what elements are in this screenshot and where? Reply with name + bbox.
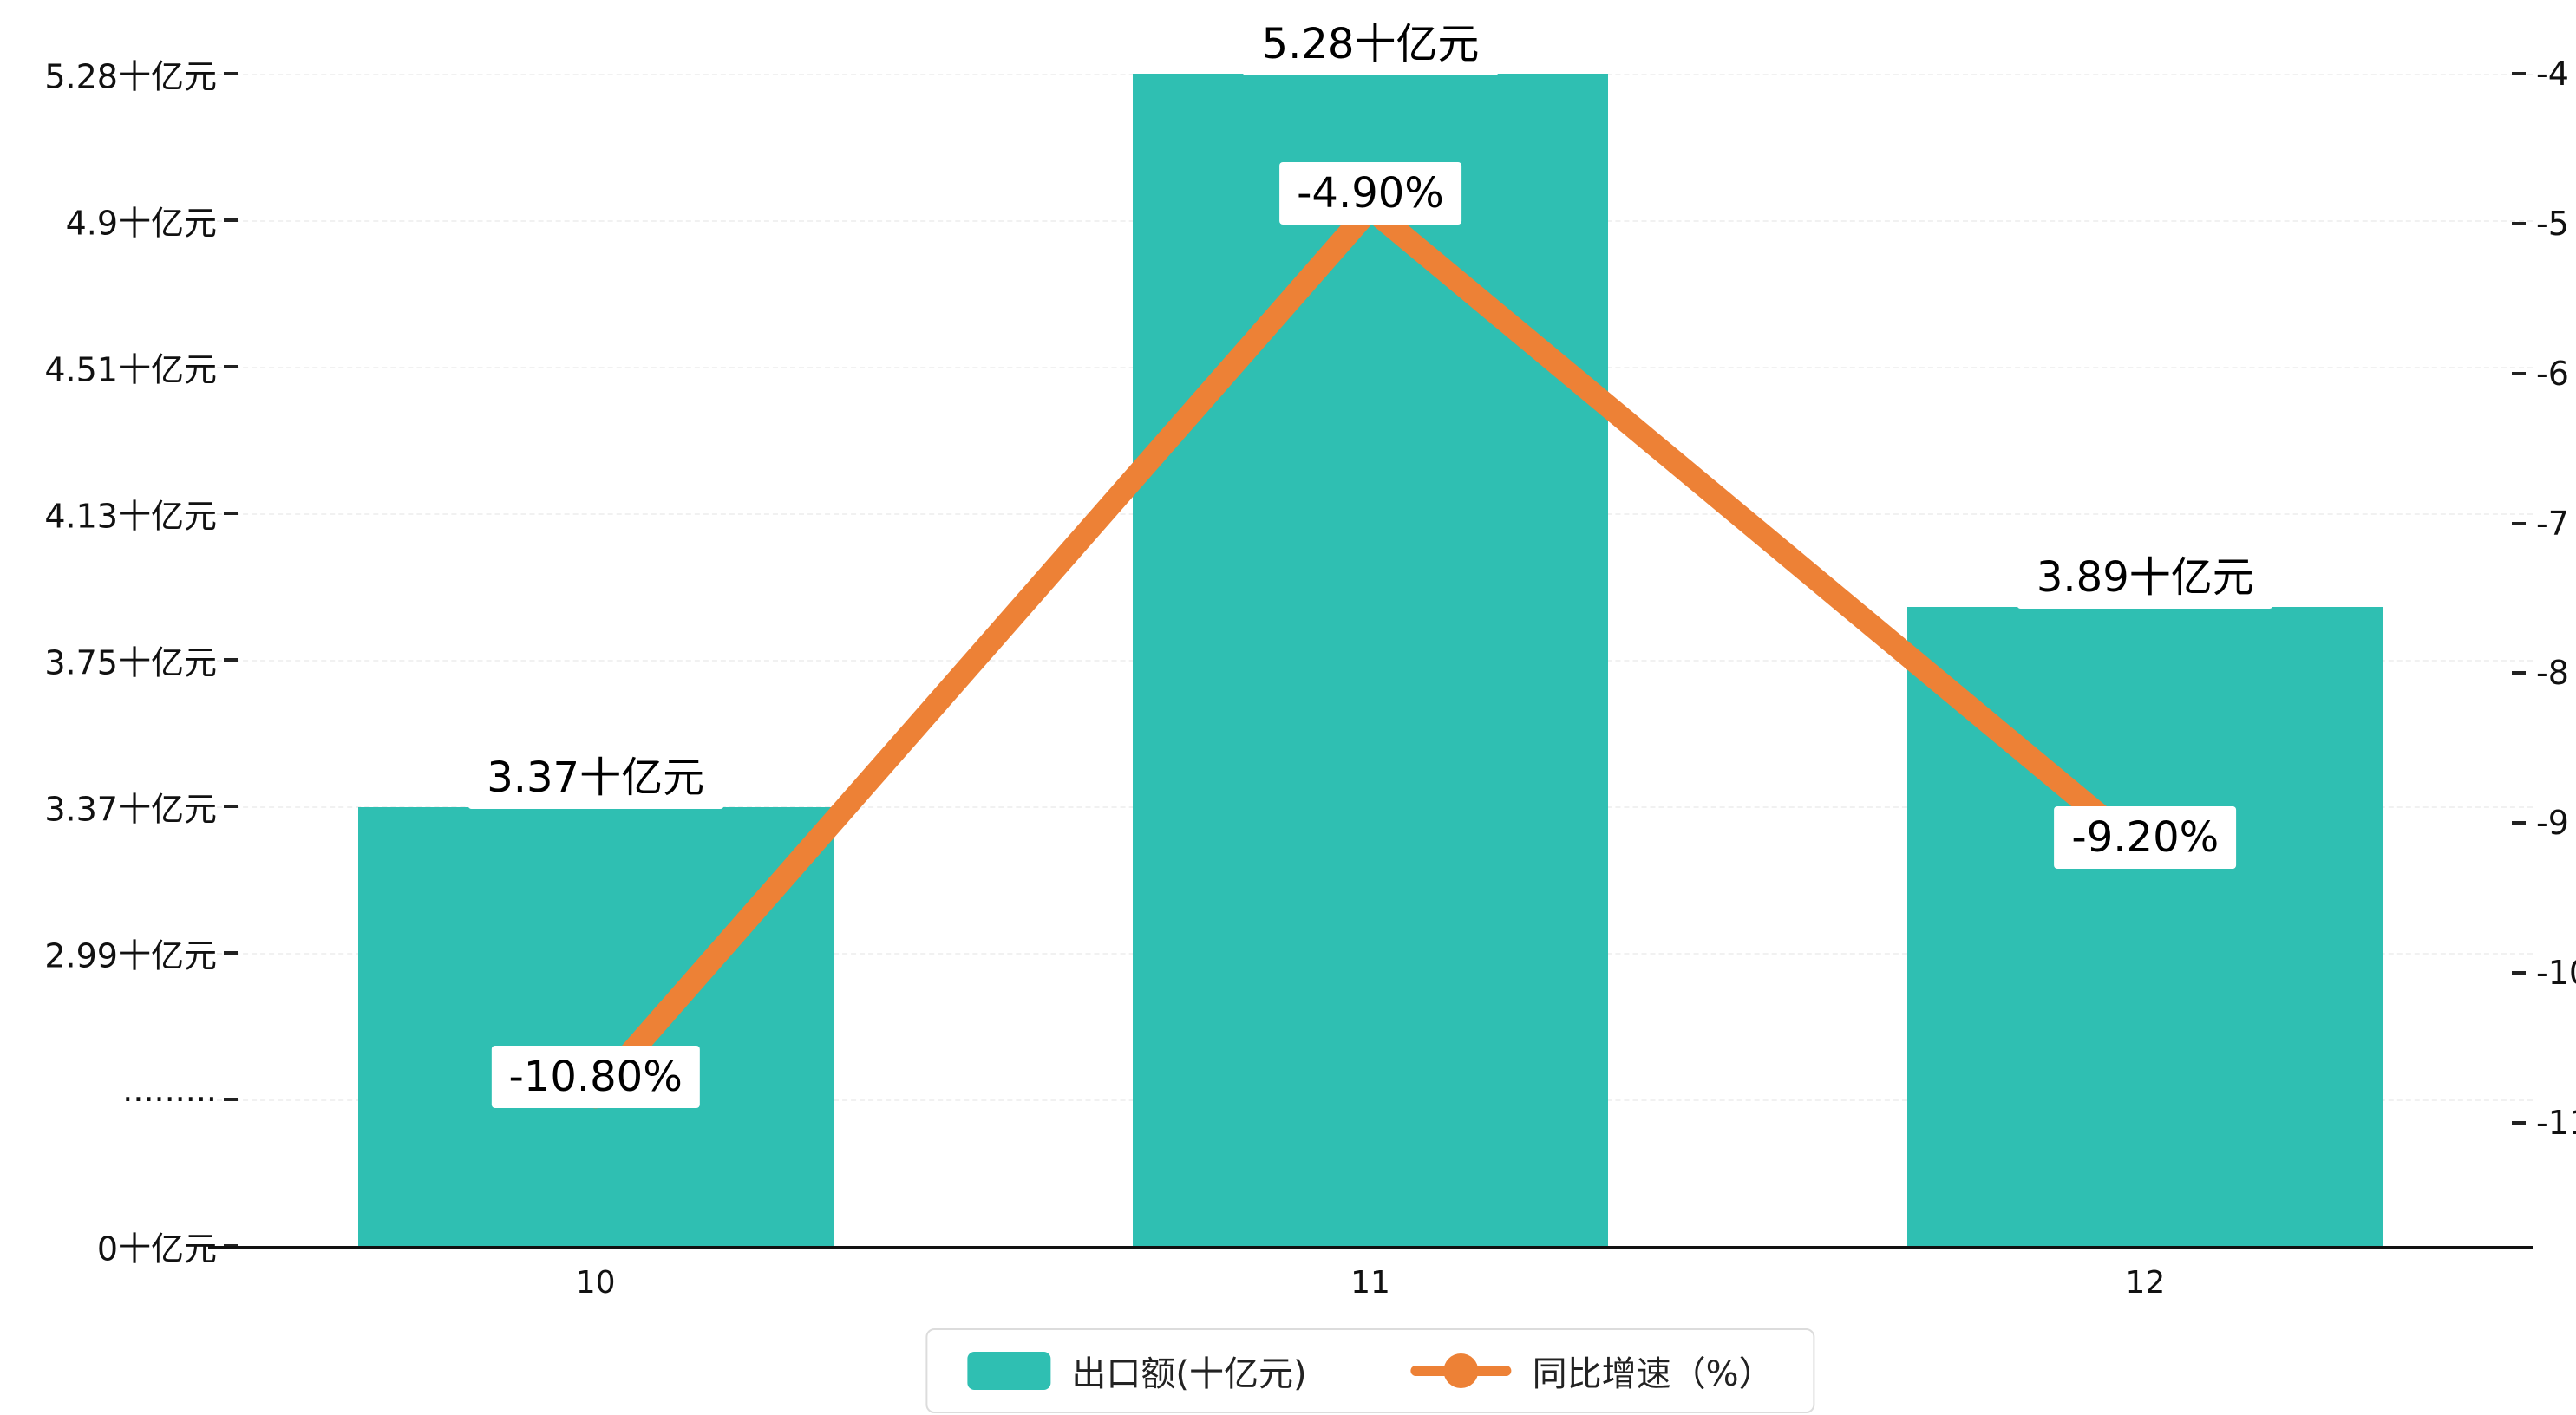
left-axis-tick-label: 3.75十亿元	[44, 643, 217, 682]
right-axis-tick-label: -10	[2536, 954, 2576, 993]
export-bar[interactable]	[357, 806, 834, 1246]
right-axis-tick-label: -9	[2536, 804, 2569, 843]
legend: 出口额(十亿元) 同比增速（%）	[925, 1328, 1815, 1413]
right-axis-tick-mark	[2512, 971, 2526, 975]
bar-value-label: 3.37十亿元	[467, 737, 724, 809]
left-axis-tick-label: 2.99十亿元	[44, 936, 217, 975]
right-axis-tick-mark	[2512, 521, 2526, 525]
legend-item-export[interactable]: 出口额(十亿元)	[967, 1346, 1307, 1396]
right-axis-tick-mark	[2512, 72, 2526, 75]
growth-point-label: -9.20%	[2054, 805, 2237, 869]
legend-item-growth[interactable]: 同比增速（%）	[1410, 1346, 1774, 1396]
x-axis-line	[208, 1246, 2533, 1249]
left-axis-tick-mark	[224, 72, 238, 75]
left-axis-tick-label: 4.9十亿元	[65, 204, 217, 243]
right-axis-tick-label: -11	[2536, 1104, 2576, 1142]
growth-line[interactable]	[584, 197, 2157, 1105]
export-bar[interactable]	[1133, 74, 1608, 1246]
growth-point-label: -10.80%	[491, 1046, 700, 1109]
legend-item-label: 同比增速（%）	[1532, 1354, 1774, 1394]
legend-line-dot-icon	[1443, 1353, 1479, 1388]
right-axis-tick-mark	[2512, 821, 2526, 825]
right-axis-tick-mark	[2512, 371, 2526, 375]
legend-bar-swatch-icon	[967, 1352, 1051, 1390]
left-axis-tick-label: 4.13十亿元	[44, 497, 217, 536]
x-axis-tick-label: 10	[575, 1265, 616, 1301]
bar-value-label: 5.28十亿元	[1242, 4, 1499, 75]
left-axis-tick-mark	[224, 365, 238, 368]
growth-point-label: -4.90%	[1279, 161, 1461, 225]
x-axis-tick-label: 11	[1350, 1265, 1390, 1301]
left-axis-tick-mark	[224, 512, 238, 515]
left-axis-tick-label: 3.37十亿元	[44, 790, 217, 829]
left-axis-tick-label: ·········	[122, 1080, 217, 1118]
right-axis-tick-label: -4	[2536, 55, 2569, 93]
right-axis-tick-label: -8	[2536, 654, 2569, 693]
right-axis-tick-label: -5	[2536, 204, 2569, 243]
right-axis-tick-mark	[2512, 221, 2526, 225]
left-axis-tick-mark	[224, 1098, 238, 1101]
left-axis-tick-mark	[224, 658, 238, 662]
x-axis-tick-label: 12	[2125, 1265, 2166, 1301]
left-axis-tick-mark	[224, 805, 238, 808]
left-axis-tick-mark	[224, 951, 238, 955]
left-axis-tick-label: 4.51十亿元	[44, 350, 217, 389]
right-axis-tick-mark	[2512, 1121, 2526, 1125]
bar-value-label: 3.89十亿元	[2017, 538, 2273, 610]
left-axis-tick-mark	[224, 218, 238, 222]
legend-line-swatch-icon	[1410, 1352, 1512, 1390]
right-axis-tick-label: -6	[2536, 354, 2569, 393]
right-axis-tick-label: -7	[2536, 504, 2569, 543]
left-axis-tick-label: 0十亿元	[96, 1229, 217, 1268]
legend-item-label: 出口额(十亿元)	[1071, 1354, 1307, 1394]
left-axis-tick-label: 5.28十亿元	[44, 57, 217, 96]
right-axis-tick-mark	[2512, 671, 2526, 675]
